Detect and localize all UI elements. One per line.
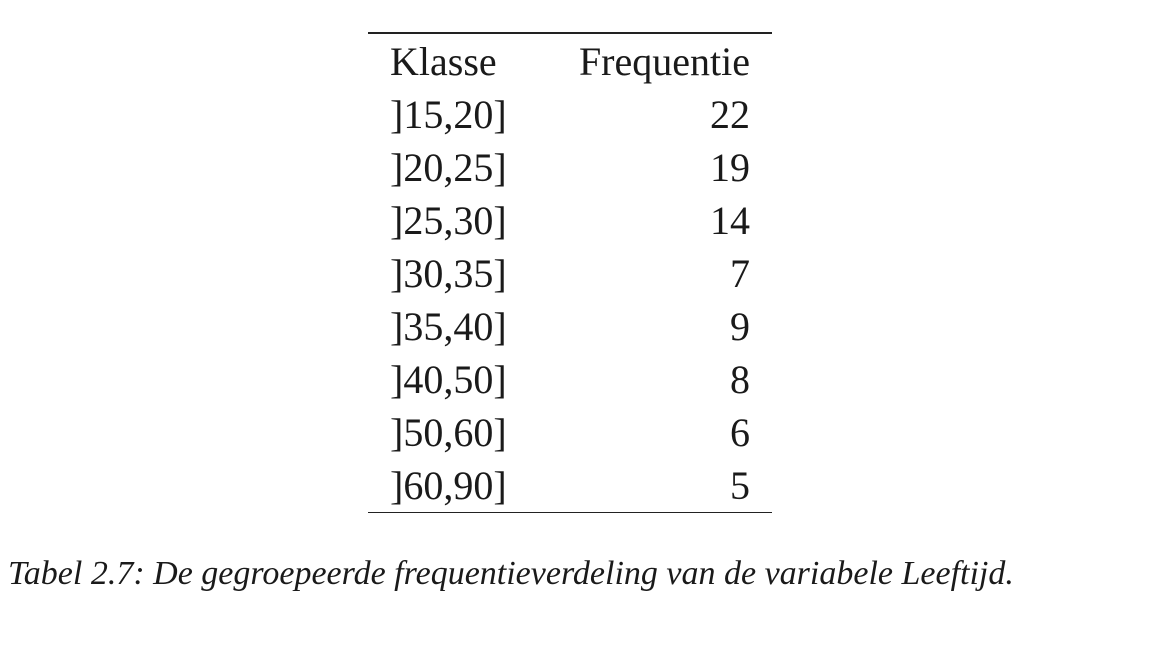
frequency-table-container: Klasse Frequentie ]15,20] 22]20,25] 19]25,… — [368, 32, 772, 513]
cell-klasse: ]35,40] — [390, 304, 507, 349]
column-header-frequentie: Frequentie — [578, 38, 750, 84]
table-row: ]50,60] 6 — [368, 406, 772, 459]
table-row: ]60,90] 5 — [368, 459, 772, 512]
cell-frequentie: 14 — [710, 198, 750, 243]
cell-klasse: ]15,20] — [390, 92, 507, 137]
table-bottom-rule — [368, 512, 772, 513]
cell-frequentie: 22 — [710, 92, 750, 137]
cell-klasse: ]60,90] — [390, 463, 507, 508]
cell-frequentie: 19 — [710, 145, 750, 190]
table-body: ]15,20] 22]20,25] 19]25,30] 14]30,35] 7]35,4… — [368, 88, 772, 512]
cell-frequentie: 6 — [730, 410, 750, 455]
cell-klasse: ]20,25] — [390, 145, 507, 190]
table-header-row: Klasse Frequentie — [368, 34, 772, 88]
table-row: ]40,50] 8 — [368, 353, 772, 406]
cell-frequentie: 9 — [730, 304, 750, 349]
table-caption: Tabel 2.7: De gegroepeerde frequentiever… — [8, 555, 1014, 592]
table-row: ]25,30] 14 — [368, 194, 772, 247]
column-header-klasse: Klasse — [390, 38, 497, 84]
cell-frequentie: 8 — [730, 357, 750, 402]
table-top-rule — [368, 32, 772, 34]
table-row: ]15,20] 22 — [368, 88, 772, 141]
table-row: ]20,25] 19 — [368, 141, 772, 194]
cell-klasse: ]50,60] — [390, 410, 507, 455]
frequency-table: Klasse Frequentie ]15,20] 22]20,25] 19]25,… — [368, 34, 772, 512]
cell-frequentie: 7 — [730, 251, 750, 296]
cell-klasse: ]25,30] — [390, 198, 507, 243]
table-row: ]35,40] 9 — [368, 300, 772, 353]
table-row: ]30,35] 7 — [368, 247, 772, 300]
cell-frequentie: 5 — [730, 463, 750, 508]
cell-klasse: ]30,35] — [390, 251, 507, 296]
cell-klasse: ]40,50] — [390, 357, 507, 402]
